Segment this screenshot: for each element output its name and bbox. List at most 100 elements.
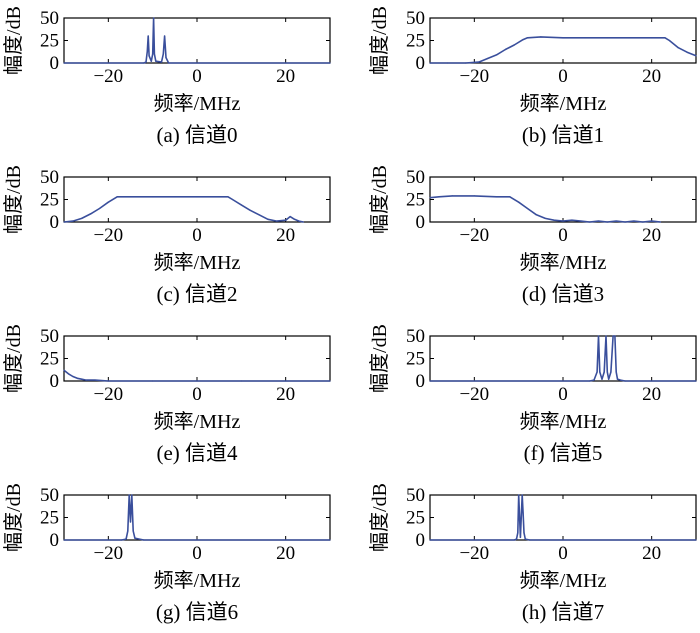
data-point xyxy=(127,530,129,532)
data-point xyxy=(522,512,524,514)
plot-frame xyxy=(63,494,331,541)
data-point xyxy=(597,220,600,222)
data-point xyxy=(518,201,520,203)
x-tick-label: −20 xyxy=(459,225,489,246)
y-tick-label: 50 xyxy=(406,8,425,29)
data-point xyxy=(285,219,287,221)
data-point xyxy=(518,494,520,496)
data-point xyxy=(695,380,697,382)
data-point xyxy=(553,219,555,221)
y-tick-label: 0 xyxy=(416,212,426,233)
data-point xyxy=(603,371,605,373)
x-tick-label: 0 xyxy=(192,66,202,87)
data-point xyxy=(164,35,166,37)
data-point xyxy=(610,371,612,373)
data-point xyxy=(429,380,431,382)
data-point xyxy=(495,54,498,56)
data-point xyxy=(143,539,145,541)
data-point xyxy=(593,379,595,381)
x-tick-label: −20 xyxy=(93,225,123,246)
panel-caption: (f) 信道5 xyxy=(524,441,603,465)
panel-caption: (c) 信道2 xyxy=(156,282,237,306)
y-axis-label: 幅度/dB xyxy=(368,483,391,552)
data-point xyxy=(129,521,132,523)
y-axis-label: 幅度/dB xyxy=(2,6,25,75)
y-axis-label: 幅度/dB xyxy=(2,165,25,234)
data-point xyxy=(174,196,176,198)
y-tick-label: 25 xyxy=(40,508,59,529)
data-point xyxy=(571,219,573,221)
x-tick-label: −20 xyxy=(93,384,123,405)
data-point xyxy=(267,218,269,220)
data-point xyxy=(107,201,109,203)
data-point xyxy=(293,218,296,220)
y-tick-label: 50 xyxy=(40,167,59,188)
data-point xyxy=(72,220,74,222)
x-axis-label: 频率/MHz xyxy=(520,410,607,433)
plot-frame xyxy=(63,176,331,223)
data-point xyxy=(523,532,525,534)
data-point xyxy=(132,530,134,532)
data-point xyxy=(580,220,582,222)
data-point xyxy=(589,221,591,223)
data-point xyxy=(227,196,229,198)
data-point xyxy=(94,379,96,381)
x-tick-label: 0 xyxy=(558,384,568,405)
data-point xyxy=(606,221,608,223)
data-point xyxy=(495,196,498,198)
y-tick-label: 25 xyxy=(406,508,425,529)
y-tick-label: 0 xyxy=(416,53,426,74)
series-line xyxy=(63,196,304,223)
data-point xyxy=(529,539,531,541)
data-point xyxy=(589,380,591,382)
data-point xyxy=(608,378,610,380)
x-tick-label: −20 xyxy=(93,543,123,564)
data-point xyxy=(147,35,149,37)
data-point xyxy=(596,371,598,373)
data-point xyxy=(524,538,526,540)
x-tick-label: −20 xyxy=(459,384,489,405)
data-point xyxy=(447,62,449,64)
data-point xyxy=(125,538,127,540)
data-point xyxy=(129,196,132,198)
y-tick-label: 0 xyxy=(50,530,60,551)
data-point xyxy=(624,221,626,223)
x-tick-label: 0 xyxy=(558,543,568,564)
data-point xyxy=(146,50,148,52)
x-tick-label: −20 xyxy=(93,66,123,87)
x-axis-label: 频率/MHz xyxy=(154,569,241,592)
data-point xyxy=(289,216,291,218)
data-point xyxy=(628,37,631,39)
y-tick-label: 50 xyxy=(406,485,425,506)
data-point xyxy=(63,369,65,371)
panel-caption: (g) 信道6 xyxy=(156,600,238,624)
data-point xyxy=(90,213,92,215)
data-point xyxy=(614,335,616,337)
data-point xyxy=(160,61,163,63)
x-tick-label: 0 xyxy=(192,384,202,405)
series-line xyxy=(64,494,330,541)
data-point xyxy=(478,61,480,63)
data-point xyxy=(276,220,278,222)
data-point xyxy=(464,62,467,64)
data-point xyxy=(76,377,78,379)
data-point xyxy=(668,39,671,42)
x-tick-label: 20 xyxy=(642,543,661,564)
data-point xyxy=(651,220,653,222)
data-point xyxy=(615,220,617,222)
y-tick-label: 50 xyxy=(40,8,59,29)
data-point xyxy=(515,538,518,540)
y-tick-label: 0 xyxy=(416,371,426,392)
data-point xyxy=(153,53,155,55)
data-point xyxy=(519,536,522,538)
data-point xyxy=(597,335,600,337)
data-point xyxy=(659,221,662,223)
data-point xyxy=(145,61,147,63)
data-point xyxy=(677,47,679,49)
x-tick-label: 20 xyxy=(642,384,661,405)
series-line xyxy=(430,335,696,382)
data-point xyxy=(624,380,626,382)
